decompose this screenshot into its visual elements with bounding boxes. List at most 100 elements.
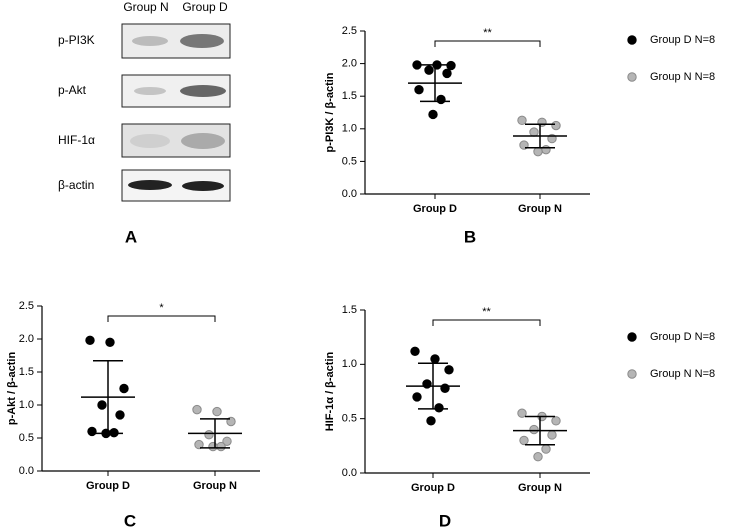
data-point	[440, 383, 450, 393]
significance-bracket	[434, 40, 541, 47]
data-point	[537, 117, 547, 127]
error-bar	[200, 418, 230, 449]
data-point	[424, 65, 434, 75]
data-point	[551, 416, 561, 426]
data-point	[533, 452, 543, 462]
legend-label: Group D N=8	[650, 331, 715, 343]
blot-panel: Group N Group D p-PI3K p-Akt HIF-1α β-ac…	[58, 0, 231, 246]
band	[181, 133, 225, 149]
data-point	[105, 337, 115, 347]
y-tick-label: 1.0	[342, 123, 357, 135]
band	[180, 85, 226, 97]
legend-marker	[627, 35, 637, 45]
error-bar	[418, 362, 448, 410]
y-tick-label: 2.0	[19, 333, 34, 345]
data-point	[529, 424, 539, 435]
band	[180, 34, 224, 48]
data-point	[541, 444, 551, 454]
data-point	[412, 60, 422, 70]
blot-row-label: p-PI3K	[58, 33, 95, 47]
data-point	[216, 441, 226, 452]
significance-label: **	[482, 306, 491, 318]
error-bar	[525, 123, 555, 149]
data-point	[547, 430, 557, 440]
data-point	[426, 416, 436, 426]
data-point	[422, 379, 432, 389]
significance-label: **	[483, 27, 492, 39]
blot-column-label: Group N	[123, 0, 168, 14]
data-point	[85, 335, 95, 346]
data-point	[212, 406, 222, 417]
legend-label: Group N N=8	[650, 71, 715, 83]
band	[134, 87, 166, 95]
y-tick-label: 0.5	[342, 413, 357, 425]
data-point	[434, 403, 444, 413]
data-point	[194, 439, 204, 450]
data-point	[192, 404, 202, 415]
y-tick-label: 0.5	[19, 432, 34, 444]
band	[132, 36, 168, 46]
legend-marker	[627, 332, 637, 342]
data-point	[519, 435, 529, 446]
legend-marker	[627, 72, 637, 82]
band	[128, 180, 172, 190]
data-point	[517, 408, 527, 418]
data-point	[430, 354, 440, 364]
significance-bracket	[107, 315, 216, 322]
data-point	[551, 120, 561, 131]
significance-bracket	[432, 319, 541, 326]
y-tick-label: 0.0	[342, 467, 357, 479]
y-tick-label: 1.0	[342, 358, 357, 370]
panel-label: A	[125, 227, 137, 246]
data-point	[222, 436, 232, 446]
y-axis-title: p-PI3K / β-actin	[324, 72, 336, 152]
y-tick-label: 0.0	[342, 188, 357, 200]
y-tick-label: 2.0	[342, 58, 357, 70]
panel-label: B	[464, 227, 476, 246]
y-tick-label: 0.5	[342, 155, 357, 167]
blot-row-label: p-Akt	[58, 83, 87, 97]
y-tick-label: 0.0	[19, 465, 34, 477]
data-point	[97, 400, 107, 410]
y-tick-label: 2.5	[19, 300, 34, 312]
y-tick-label: 1.5	[342, 90, 357, 102]
data-point	[204, 430, 214, 440]
data-point	[517, 115, 527, 126]
chart: 0.0 0.5 1.0 1.5 HIF-1α / β-actin Group D Group…	[324, 304, 715, 530]
data-point	[412, 392, 422, 402]
data-point	[428, 109, 438, 120]
chart: 0.0 0.5 1.0 1.5 2.0 2.5 p-PI3K / β-actin Group …	[324, 25, 715, 247]
data-point	[442, 68, 452, 79]
blot-column-label: Group D	[182, 0, 228, 14]
y-tick-label: 1.0	[19, 399, 34, 411]
panel-label: D	[439, 511, 451, 530]
y-tick-label: 2.5	[342, 25, 357, 37]
data-point	[529, 127, 539, 137]
x-tick-label: Group D	[413, 203, 457, 215]
data-point	[115, 410, 125, 420]
y-axis-title: p-Akt / β-actin	[6, 352, 18, 426]
x-tick-label: Group D	[411, 482, 455, 494]
significance-label: *	[159, 302, 164, 314]
x-tick-label: Group N	[518, 482, 562, 494]
x-tick-label: Group D	[86, 480, 130, 492]
chart: 0.0 0.5 1.0 1.5 2.0 2.5 p-Akt / β-actin Group D…	[6, 300, 260, 530]
legend-label: Group N N=8	[650, 368, 715, 380]
error-bar	[93, 360, 123, 435]
data-point	[119, 383, 129, 394]
data-point	[533, 146, 543, 157]
y-tick-label: 1.5	[19, 366, 34, 378]
error-bar	[420, 64, 450, 103]
data-point	[444, 365, 454, 375]
data-point	[410, 346, 420, 356]
blot-row-label: HIF-1α	[58, 133, 95, 147]
legend-marker	[627, 369, 637, 379]
x-tick-label: Group N	[518, 203, 562, 215]
panel-label: C	[124, 511, 136, 530]
y-tick-label: 1.5	[342, 304, 357, 316]
data-point	[208, 441, 218, 452]
y-axis-title: HIF-1α / β-actin	[324, 351, 336, 431]
legend-label: Group D N=8	[650, 34, 715, 46]
blot-row-label: β-actin	[58, 178, 94, 192]
